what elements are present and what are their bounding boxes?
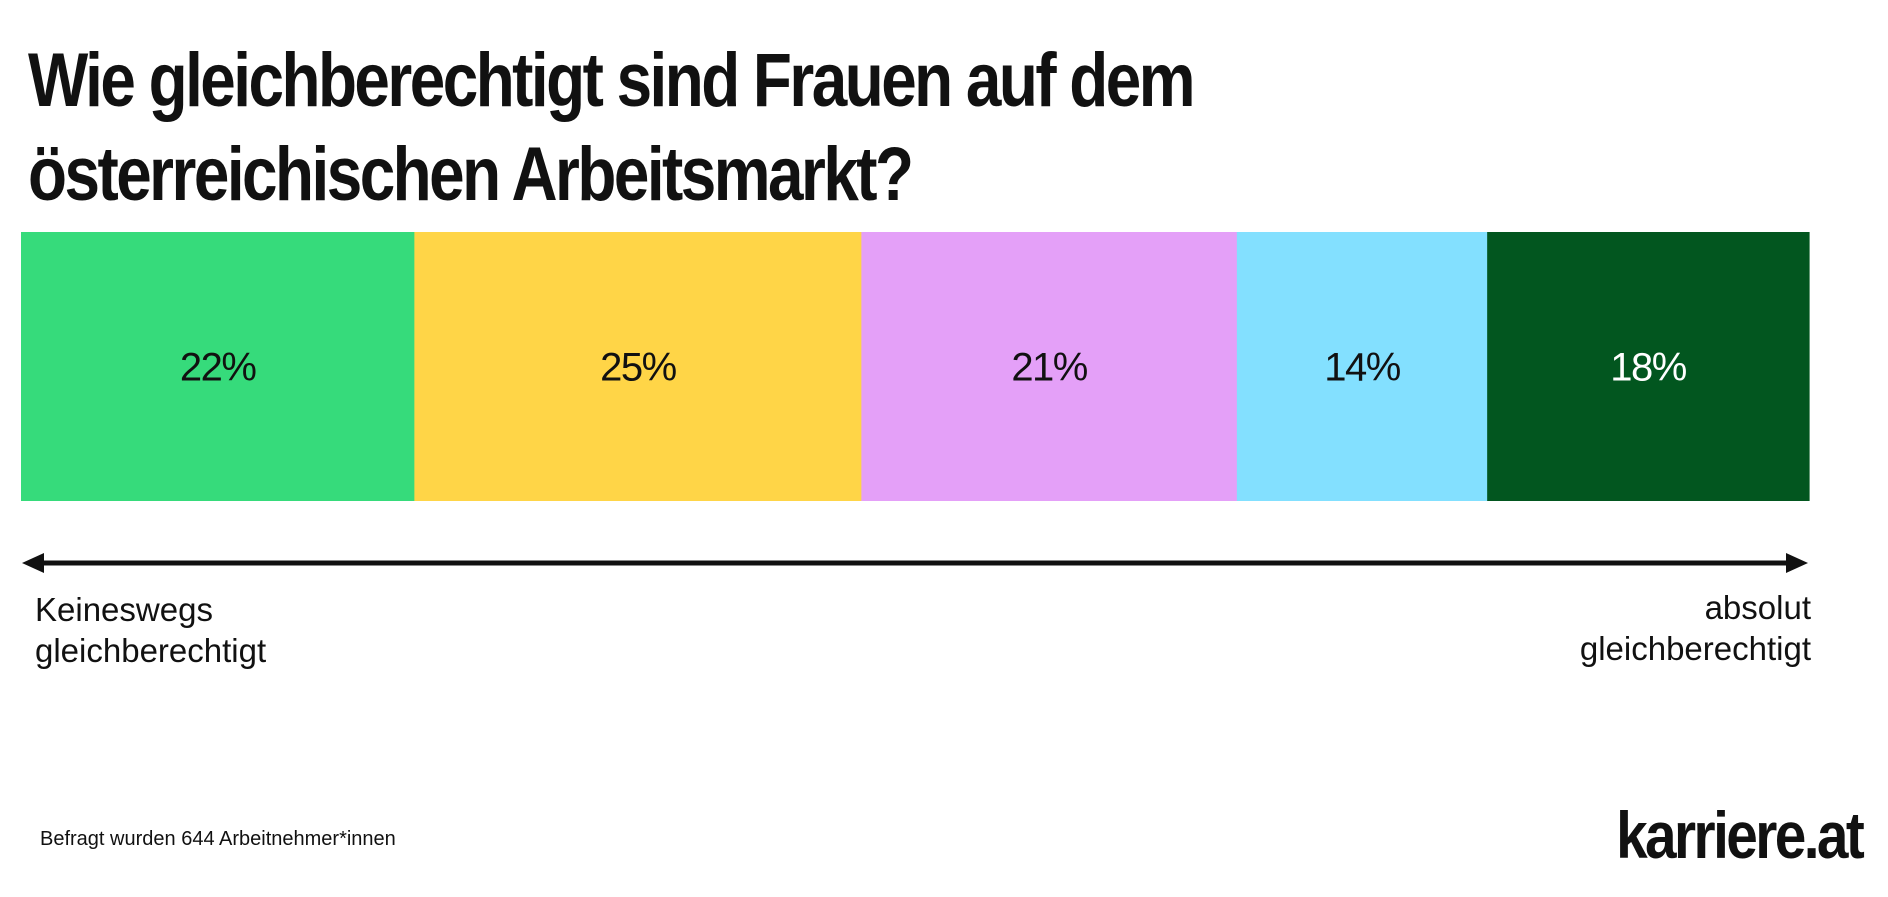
scale-right-label-line-1: absolut (1704, 589, 1811, 626)
scale-left-label: Keineswegs gleichberechtigt (35, 589, 266, 671)
bar-value-label-1: 22% (180, 346, 256, 390)
bar-value-label-2: 25% (600, 346, 676, 390)
scale-left-label-line-2: gleichberechtigt (35, 632, 267, 669)
bar-segment-1 (21, 232, 415, 501)
scale-left-label-line-1: Keineswegs (35, 591, 213, 628)
bar-value-labels: 22% 25% 21% 14% 18% (180, 346, 1688, 390)
bar-segment-3 (861, 232, 1238, 501)
bar-segment-5 (1487, 232, 1810, 501)
scale-right-label: absolut gleichberechtigt (1580, 587, 1811, 669)
bar-segment-4 (1236, 232, 1488, 501)
bar-segments (21, 232, 1810, 501)
bar-value-label-4: 14% (1324, 346, 1400, 390)
scale-arrow-right-head (1786, 553, 1808, 573)
scale-arrow (22, 553, 1808, 573)
scale-arrow-left-head (22, 553, 44, 573)
bar-value-label-5: 18% (1610, 346, 1686, 390)
scale-right-label-line-2: gleichberechtigt (1579, 630, 1811, 667)
bar-segment-2 (414, 232, 862, 501)
bar-value-label-3: 21% (1011, 346, 1087, 390)
chart-title: Wie gleichberechtigt sind Frauen auf dem… (28, 38, 1196, 217)
survey-footnote: Befragt wurden 644 Arbeitnehmer*innen (40, 828, 396, 850)
brand-logo: karriere.at (1615, 798, 1865, 872)
